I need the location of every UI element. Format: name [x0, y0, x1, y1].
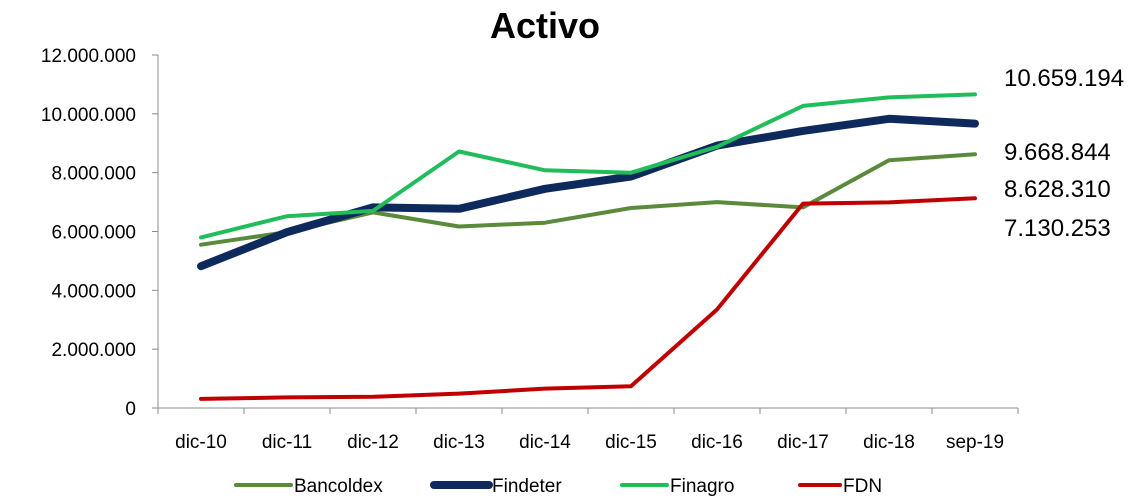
- x-tick-label: dic-10: [175, 432, 227, 453]
- legend-label-finagro: Finagro: [670, 476, 734, 497]
- x-tick-label: dic-13: [433, 432, 485, 453]
- x-tick-label: dic-17: [777, 432, 829, 453]
- y-tick-label: 4.000.000: [51, 281, 136, 302]
- y-tick-label: 10.000.000: [41, 105, 136, 126]
- legend: Bancoldex Findeter Finagro FDN: [234, 476, 882, 497]
- end-value-labels: 10.659.194 9.668.844 8.628.310 7.130.253: [1004, 65, 1124, 242]
- end-label-finagro: 10.659.194: [1004, 65, 1124, 92]
- legend-label-fdn: FDN: [843, 476, 882, 497]
- x-tick-label: dic-14: [519, 432, 571, 453]
- y-tick-label: 8.000.000: [51, 164, 136, 185]
- x-tick-label: dic-12: [347, 432, 399, 453]
- x-tick-label: dic-18: [863, 432, 915, 453]
- series-line-fdn: [199, 196, 977, 401]
- chart-title: Activo: [490, 5, 600, 46]
- legend-label-bancoldex: Bancoldex: [294, 476, 383, 497]
- end-label-findeter: 9.668.844: [1004, 139, 1111, 166]
- series-line-bancoldex: [199, 152, 977, 247]
- legend-label-findeter: Findeter: [492, 476, 562, 497]
- y-tick-label: 6.000.000: [51, 223, 136, 244]
- x-tick-label: dic-11: [262, 432, 312, 453]
- y-tick-label: 0: [125, 399, 136, 420]
- y-tick-label: 2.000.000: [51, 340, 136, 361]
- x-tick-label: dic-16: [691, 432, 743, 453]
- end-label-fdn: 7.130.253: [1004, 215, 1111, 242]
- series-line-findeter: [197, 114, 979, 271]
- axes: 0 2.000.000 4.000.000 6.000.000 8.000.000 10.…: [41, 46, 1019, 453]
- end-label-bancoldex: 8.628.310: [1004, 176, 1111, 203]
- x-tick-label: dic-15: [605, 432, 657, 453]
- series-line-finagro: [199, 92, 977, 240]
- series-lines: [197, 92, 979, 401]
- y-tick-label: 12.000.000: [41, 46, 136, 67]
- x-tick-label: sep-19: [946, 432, 1004, 453]
